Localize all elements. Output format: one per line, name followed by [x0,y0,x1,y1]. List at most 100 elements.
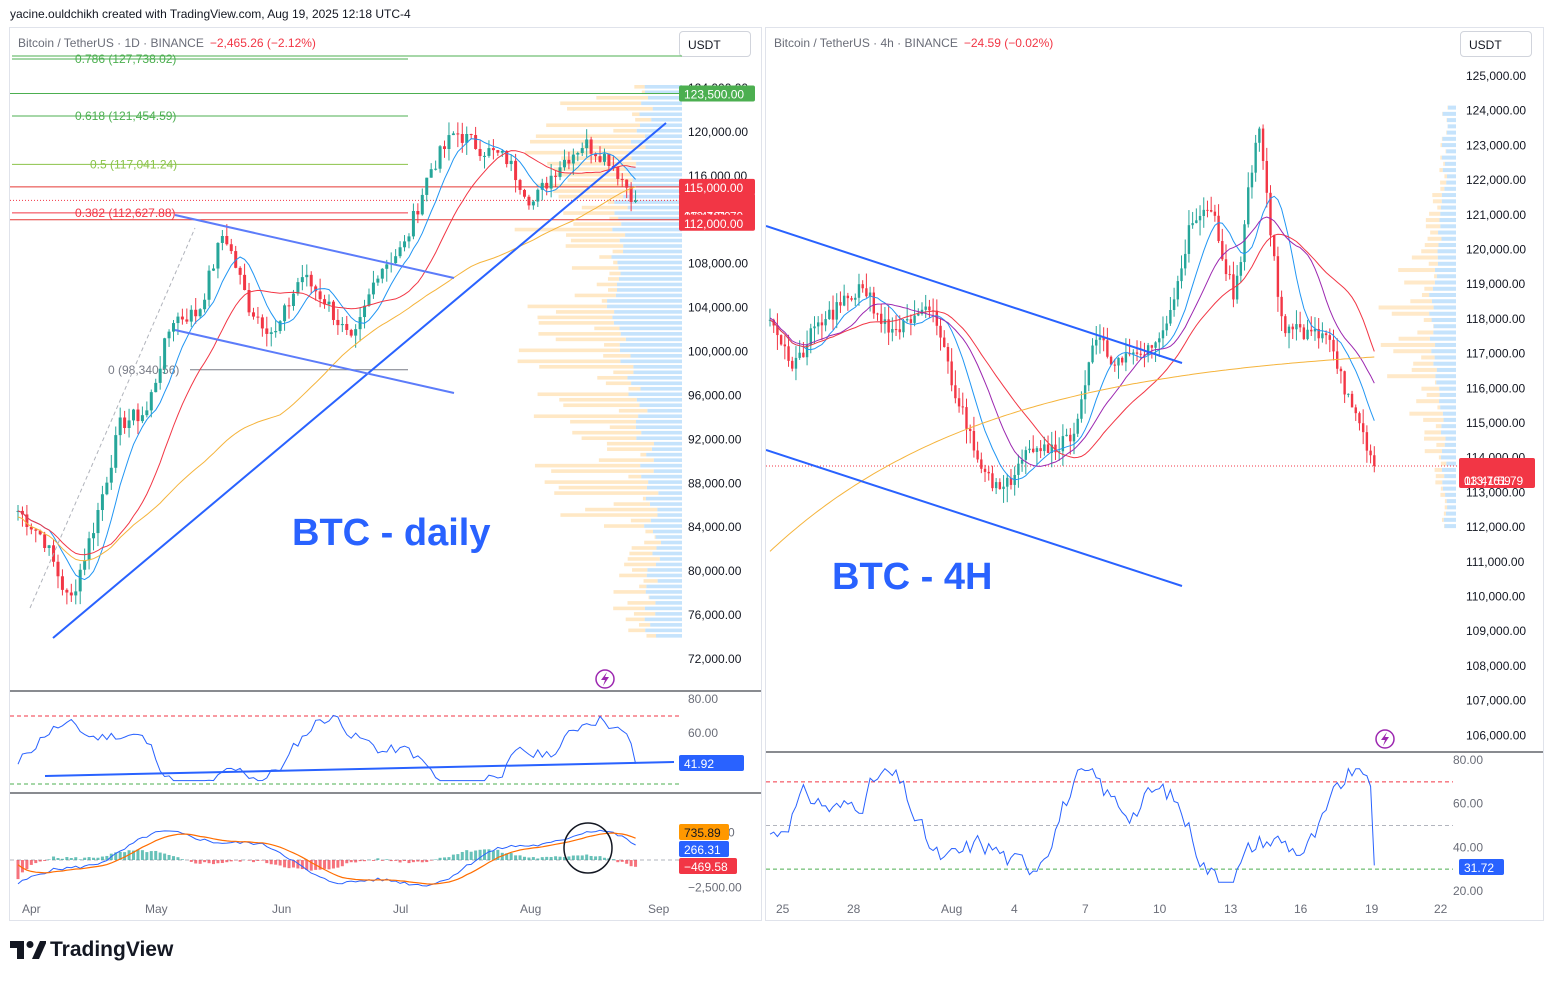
h4-vp-bar [1435,374,1456,379]
daily-candle-body [349,329,353,336]
h4-vp-bar [1442,111,1456,116]
daily-macd-histogram-bar [571,855,575,860]
daily-vp-bar [623,194,682,199]
daily-macd-histogram-bar [389,860,393,862]
daily-vp-bar-secondary [609,216,619,221]
daily-vp-bar [618,277,682,281]
daily-macd-histogram-bar [491,850,495,860]
h4-vp-bar-secondary [1432,199,1442,204]
h4-candle-body [1265,160,1268,193]
daily-ma-slow [17,186,636,562]
daily-rsi-trendline [44,761,675,777]
daily-vp-bar-secondary [613,370,634,375]
h4-rsi-value: 31.72 [1464,861,1494,875]
h4-vp-bar-secondary [1434,380,1437,385]
daily-macd-histogram-bar [229,860,233,862]
h4-candle-body [839,302,842,306]
daily-macd-histogram-bar [625,860,629,864]
h4-candle-body [1269,192,1272,236]
daily-vp-bar [627,375,682,380]
daily-macd-histogram-bar [403,860,407,861]
h4-time-tick: 19 [1365,902,1379,916]
daily-chart-panel[interactable]: Bitcoin / TetherUS · 1D · BINANCE −2,465.… [9,27,762,921]
h4-candle-body [1057,451,1061,453]
h4-candle-body [924,306,927,310]
daily-candle-body [220,236,224,243]
h4-vp-bar-secondary [1444,499,1447,504]
daily-candle-body [531,201,535,206]
h4-candle-body [1213,211,1217,216]
h4-candle-body [1069,434,1072,442]
h4-vp-bar [1441,430,1456,435]
daily-trendlines [29,122,667,639]
h4-vp-bar [1441,236,1456,241]
h4-vp-bar-secondary [1429,211,1441,216]
daily-chart-canvas[interactable]: 124,000.00120,000.00116,000.00112,000.00… [10,28,761,920]
h4-candle-body [805,344,809,358]
daily-macd-hist-value: −469.58 [684,860,728,874]
daily-vp-bar [644,85,682,89]
h4-candle-body [831,309,835,320]
daily-macd-histogram-bar [580,855,584,860]
daily-vp-bar [645,590,682,594]
daily-vp-bar-secondary [619,573,647,578]
daily-vp-bar [644,617,682,622]
daily-macd-histogram-bar [505,853,509,860]
h4-candle-body [828,309,831,320]
h4-ma-mid [769,233,1375,459]
h4-currency-button[interactable]: USDT [1460,31,1532,57]
daily-vp-bar [619,343,682,347]
h4-time-tick: 16 [1294,902,1308,916]
daily-vp-bar [650,518,682,523]
daily-macd-histogram-bar [429,860,433,861]
tradingview-footer[interactable]: TradingView [10,938,173,962]
daily-currency-button[interactable]: USDT [679,31,751,57]
daily-macd-histogram-bar [443,857,447,860]
h4-candle-body [861,284,864,289]
h4-vp-bar [1444,442,1456,447]
daily-chart-label: BTC - daily [292,512,491,554]
daily-macd-histogram-bar [211,860,215,865]
daily-candle-body [407,236,411,242]
daily-vp-bar [652,529,682,534]
daily-candle-body [527,196,531,206]
daily-symbol: Bitcoin / TetherUS · 1D · BINANCE [18,36,204,50]
daily-macd-histogram-bar [180,859,184,860]
h4-candle-body [1258,128,1261,143]
daily-vp-bar [646,452,682,457]
daily-vp-bar-secondary [643,579,658,583]
h4-time-tick: 28 [847,902,861,916]
daily-change: −2,465.26 (−2.12%) [209,36,316,50]
daily-candle-body [43,534,47,548]
h4-candle-body [1261,128,1265,161]
daily-candle-body [269,332,273,334]
daily-candle-body [203,299,207,310]
h4-candle-body [1046,444,1050,453]
daily-vp-bar-secondary [560,513,658,517]
daily-candle-body [158,368,162,383]
h4-chart-canvas[interactable]: 125,000.00 124,000.00 123,000.00 122,000.00… [766,28,1543,920]
daily-rsi-pane: 80.00 60.00 41.92 [10,692,744,785]
daily-macd-histogram-bar [407,860,411,864]
daily-macd-histogram-bar [567,856,571,860]
daily-vp-bar-secondary [585,507,658,512]
h4-chart-panel[interactable]: Bitcoin / TetherUS · 4h · BINANCE −24.59 … [765,27,1544,921]
daily-vp-bar [651,117,682,122]
daily-candle-body [451,133,455,136]
daily-candle-body [571,154,575,164]
h4-candle-body [1172,299,1176,311]
h4-vp-bar [1436,367,1456,372]
daily-vp-bar-secondary [648,595,650,600]
daily-macd-histogram-bar [496,849,500,860]
h4-vp-bar-secondary [1440,155,1442,160]
daily-macd-histogram-bar [358,860,362,862]
daily-moving-averages [17,138,636,581]
daily-candle-body [554,175,558,177]
daily-vp-bar [636,161,682,166]
h4-candle-body [1135,352,1139,354]
h4-candle-body [1032,448,1035,452]
h4-vp-bar [1434,268,1456,273]
h4-price-tick: 107,000.00 [1466,694,1526,708]
h4-candle-body [1272,235,1276,257]
daily-macd-histogram-bar [105,855,109,860]
